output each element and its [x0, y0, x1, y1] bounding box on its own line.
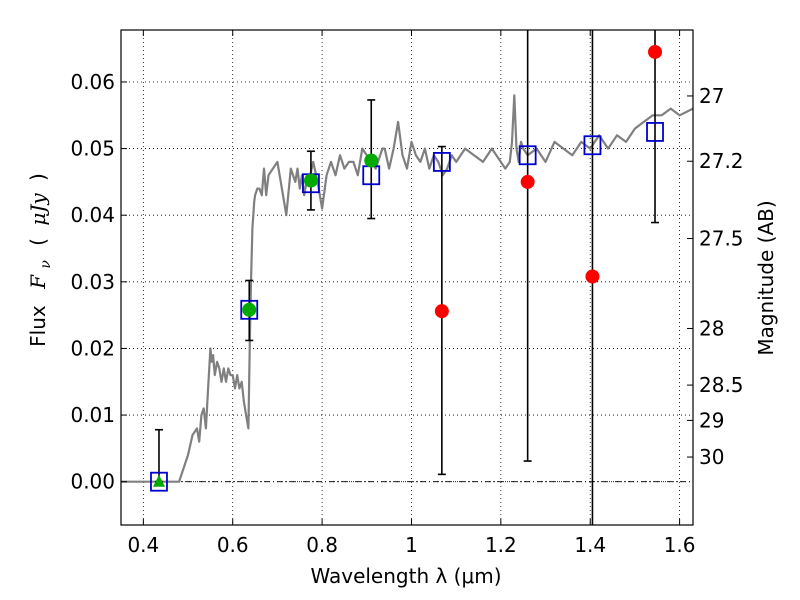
- right-tick-label: 28.5: [699, 373, 744, 397]
- photometry-point-red-circle: [434, 304, 449, 319]
- y-tick-label: 0.01: [70, 403, 115, 427]
- photometry-point-open-square: [646, 122, 664, 142]
- photometry-point-green-circle: [303, 173, 318, 188]
- model-spectrum-line: [121, 94, 694, 483]
- photometry-point-open-square: [432, 152, 451, 172]
- x-tick-label: 1.6: [664, 533, 696, 557]
- x-tick-label: 0.8: [306, 533, 338, 557]
- photometry-point-red-circle: [648, 44, 663, 59]
- right-tick-label: 28: [699, 316, 724, 340]
- right-tick-label: 27.5: [699, 227, 744, 251]
- y-axis-label-unit: μJy: [26, 193, 50, 226]
- y-tick-label: 0.06: [70, 70, 115, 94]
- data-markers: [150, 44, 664, 492]
- photometry-point-open-square: [518, 145, 537, 166]
- x-tick-label: 1: [405, 533, 418, 557]
- error-bars: [154, 30, 660, 525]
- photometry-point-open-square: [150, 471, 168, 492]
- y-axis-label-right: Magnitude (AB): [754, 200, 778, 355]
- photometry-point-green-triangle: [152, 474, 165, 487]
- right-tick-label: 30: [699, 445, 724, 469]
- x-tick-label: 0.6: [217, 533, 249, 557]
- x-tick-label: 0.4: [127, 533, 159, 557]
- y-axis-label-symbol: F: [26, 274, 50, 290]
- y-axis-label-close: ): [26, 173, 50, 181]
- y-tick-label: 0.03: [70, 270, 115, 294]
- x-axis-label: Wavelength λ (μm): [310, 564, 501, 588]
- photometry-point-green-circle: [364, 153, 379, 168]
- y-axis-label-open: (: [26, 238, 50, 246]
- plot-frame: [120, 29, 694, 526]
- y-tick-label: 0.05: [70, 137, 115, 161]
- photometry-point-open-square: [240, 299, 259, 320]
- y-tick-label: 0.02: [70, 336, 115, 360]
- y-axis-label: Flux F ν ( μJy ): [26, 173, 55, 347]
- y-axis-label-prefix: Flux: [26, 305, 50, 347]
- y-tick-label: 0.04: [70, 203, 115, 227]
- right-tick-label: 27: [699, 84, 724, 108]
- x-tick-label: 1.2: [485, 533, 517, 557]
- y-tick-label: 0.00: [70, 470, 115, 494]
- right-tick-label: 27.2: [699, 149, 744, 173]
- right-tick-label: 29: [699, 408, 724, 432]
- svg-text:Flux F ν (: Flux F ν ( μJy ): [26, 173, 55, 347]
- photometry-point-green-circle: [242, 302, 257, 317]
- photometry-point-red-circle: [520, 174, 535, 189]
- grid: [121, 30, 693, 525]
- photometry-point-red-circle: [585, 269, 600, 284]
- x-tick-label: 1.4: [574, 533, 606, 557]
- photometry-point-open-square: [583, 135, 602, 156]
- axis-ticks: 0.4 0.6 0.8 1 1.2 1.4 1.6 0.00 0.01 0.02 0.03 0.04 0…: [70, 30, 744, 557]
- y-axis-label-subscript: ν: [38, 260, 54, 269]
- model-spectrum: [121, 94, 694, 483]
